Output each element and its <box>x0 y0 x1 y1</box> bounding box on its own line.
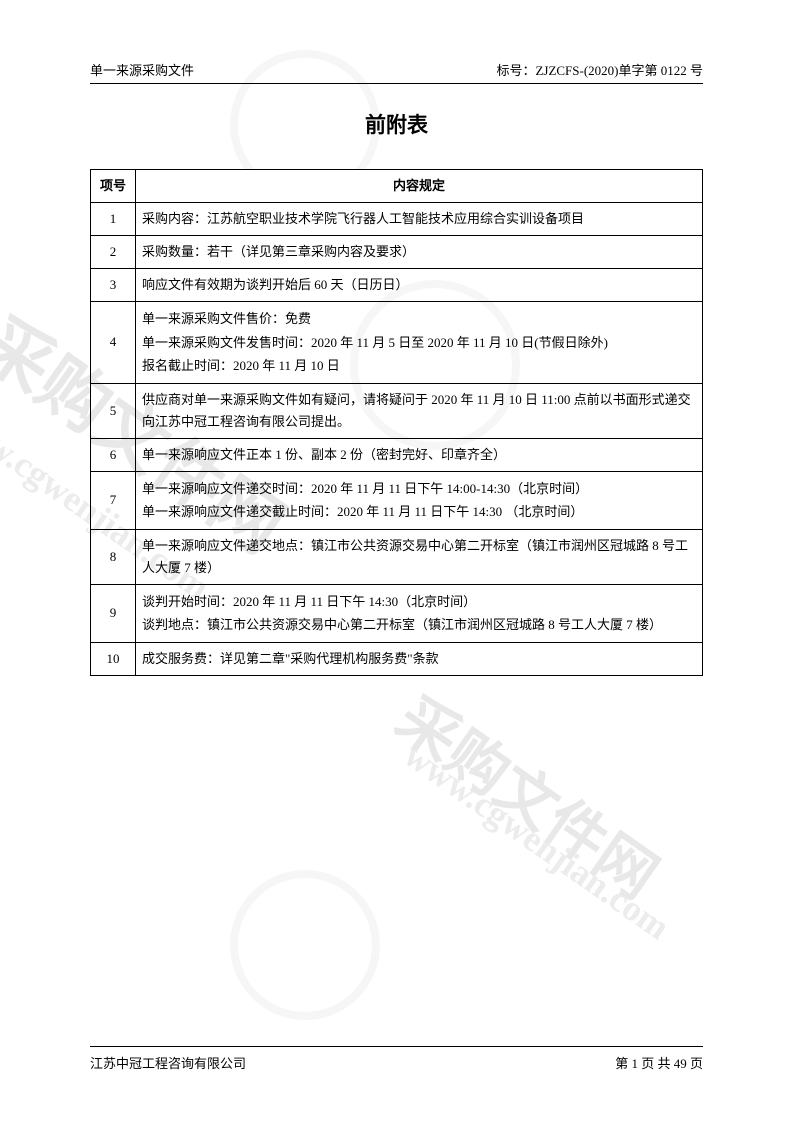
row-content: 采购数量：若干（详见第三章采购内容及要求） <box>136 236 703 269</box>
row-content: 响应文件有效期为谈判开始后 60 天（日历日） <box>136 269 703 302</box>
row-number: 8 <box>91 529 136 584</box>
content-table: 项号 内容规定 1采购内容：江苏航空职业技术学院飞行器人工智能技术应用综合实训设… <box>90 169 703 676</box>
table-row: 1采购内容：江苏航空职业技术学院飞行器人工智能技术应用综合实训设备项目 <box>91 203 703 236</box>
table-row: 8单一来源响应文件递交地点：镇江市公共资源交易中心第二开标室（镇江市润州区冠城路… <box>91 529 703 584</box>
table-row: 7单一来源响应文件递交时间：2020 年 11 月 11 日下午 14:00-1… <box>91 471 703 529</box>
row-number: 10 <box>91 642 136 675</box>
row-content: 谈判开始时间：2020 年 11 月 11 日下午 14:30（北京时间）谈判地… <box>136 584 703 642</box>
footer-left: 江苏中冠工程咨询有限公司 <box>90 1053 246 1072</box>
table-header-row: 项号 内容规定 <box>91 170 703 203</box>
table-row: 2采购数量：若干（详见第三章采购内容及要求） <box>91 236 703 269</box>
footer-right: 第 1 页 共 49 页 <box>615 1053 703 1072</box>
column-header-num: 项号 <box>91 170 136 203</box>
table-row: 9谈判开始时间：2020 年 11 月 11 日下午 14:30（北京时间）谈判… <box>91 584 703 642</box>
watermark-circle <box>230 870 380 1020</box>
watermark-text: 采购文件网 <box>382 672 678 915</box>
page-title: 前附表 <box>90 109 703 139</box>
header-left: 单一来源采购文件 <box>90 60 194 79</box>
table-row: 10成交服务费：详见第二章"采购代理机构服务费"条款 <box>91 642 703 675</box>
row-number: 4 <box>91 302 136 383</box>
watermark-url: www.cgwenjian.com <box>396 734 677 948</box>
row-content: 单一来源响应文件正本 1 份、副本 2 份（密封完好、印章齐全） <box>136 438 703 471</box>
row-number: 1 <box>91 203 136 236</box>
row-number: 3 <box>91 269 136 302</box>
row-content: 采购内容：江苏航空职业技术学院飞行器人工智能技术应用综合实训设备项目 <box>136 203 703 236</box>
row-number: 7 <box>91 471 136 529</box>
page-footer: 江苏中冠工程咨询有限公司 第 1 页 共 49 页 <box>90 1046 703 1072</box>
row-number: 9 <box>91 584 136 642</box>
row-number: 5 <box>91 383 136 438</box>
table-row: 6单一来源响应文件正本 1 份、副本 2 份（密封完好、印章齐全） <box>91 438 703 471</box>
row-content: 单一来源响应文件递交时间：2020 年 11 月 11 日下午 14:00-14… <box>136 471 703 529</box>
row-content: 单一来源响应文件递交地点：镇江市公共资源交易中心第二开标室（镇江市润州区冠城路 … <box>136 529 703 584</box>
table-row: 3响应文件有效期为谈判开始后 60 天（日历日） <box>91 269 703 302</box>
row-number: 6 <box>91 438 136 471</box>
page-header: 单一来源采购文件 标号：ZJZCFS-(2020)单字第 0122 号 <box>90 60 703 84</box>
column-header-content: 内容规定 <box>136 170 703 203</box>
row-number: 2 <box>91 236 136 269</box>
row-content: 供应商对单一来源采购文件如有疑问，请将疑问于 2020 年 11 月 10 日 … <box>136 383 703 438</box>
table-row: 5供应商对单一来源采购文件如有疑问，请将疑问于 2020 年 11 月 10 日… <box>91 383 703 438</box>
row-content: 单一来源采购文件售价：免费单一来源采购文件发售时间：2020 年 11 月 5 … <box>136 302 703 383</box>
table-row: 4单一来源采购文件售价：免费单一来源采购文件发售时间：2020 年 11 月 5… <box>91 302 703 383</box>
row-content: 成交服务费：详见第二章"采购代理机构服务费"条款 <box>136 642 703 675</box>
header-right: 标号：ZJZCFS-(2020)单字第 0122 号 <box>496 60 703 79</box>
